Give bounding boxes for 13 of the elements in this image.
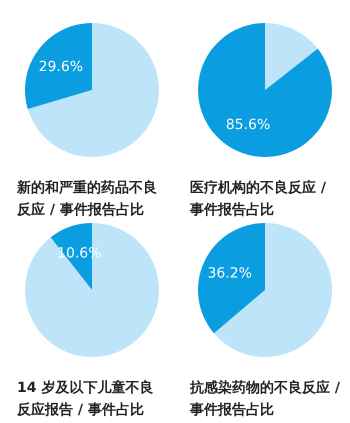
text: 14 岁及以下儿童不良反应报告 / 事件占比 <box>17 378 154 420</box>
pie-slice <box>28 23 159 157</box>
data-label: 36.2% <box>207 266 252 282</box>
text: 医疗机构的不良反应 / 事件报告占比 <box>190 178 327 220</box>
text: 新的和严重的药品不良反应 / 事件报告占比 <box>17 178 158 220</box>
data-label: 85.6% <box>226 116 270 133</box>
pie-slice <box>25 223 159 357</box>
text: 抗感染药物的不良反应 / 事件报告占比 <box>190 378 340 420</box>
pie-slice <box>265 23 318 90</box>
pie-slice <box>198 223 265 334</box>
pie-slice <box>198 23 332 157</box>
pie-slice <box>25 23 92 110</box>
data-label: 29.6% <box>38 58 84 75</box>
